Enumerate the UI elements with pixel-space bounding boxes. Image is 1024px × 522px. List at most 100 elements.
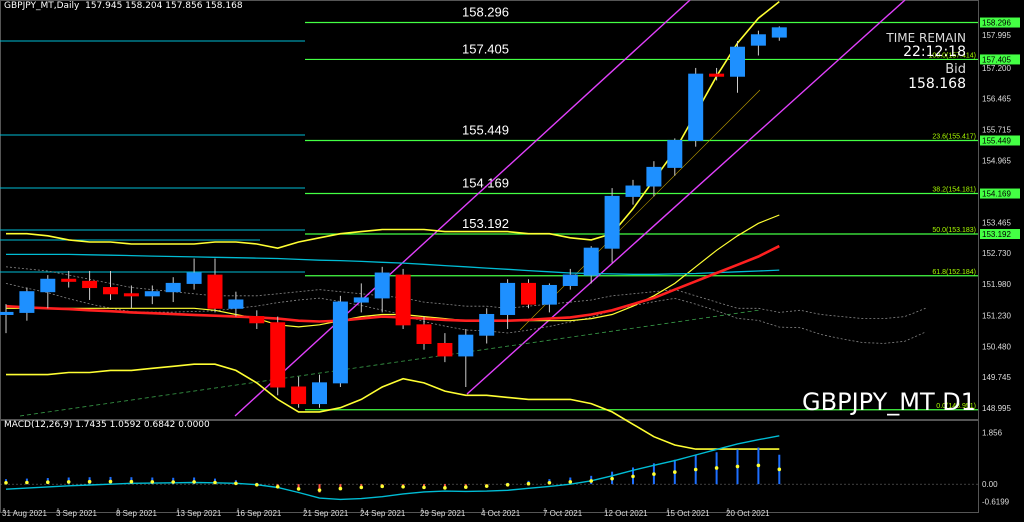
candle-body <box>500 282 516 315</box>
y-tick-label: 148.995 <box>982 404 1011 413</box>
macd-dot <box>652 472 656 476</box>
macd-dot <box>87 479 92 484</box>
macd-y-tick: 1.856 <box>982 429 1003 438</box>
x-tick-label: 16 Sep 2021 <box>236 509 282 518</box>
macd-dot <box>673 470 677 474</box>
macd-dot <box>338 486 343 491</box>
macd-dot <box>464 485 468 489</box>
macd-label: MACD(12,26,9) 1.7435 1.0592 0.6842 0.000… <box>4 420 210 430</box>
fib-label: 50.0(153.183) <box>932 227 976 234</box>
x-tick-label: 7 Oct 2021 <box>543 509 583 518</box>
macd-dot <box>359 485 364 490</box>
macd-dot <box>108 479 113 484</box>
macd-dot <box>254 482 259 487</box>
channel-lower <box>466 0 906 395</box>
macd-y-tick: 0.00 <box>982 480 998 489</box>
candle-body <box>541 284 557 305</box>
candle-body <box>395 274 411 326</box>
x-tick-label: 4 Oct 2021 <box>481 509 521 518</box>
macd-dot <box>631 474 635 479</box>
trend-thin-gold <box>519 89 761 331</box>
candle-body <box>667 139 683 168</box>
macd-dot <box>484 484 489 488</box>
cloud-upper <box>5 266 926 320</box>
chart-header: GBPJPY_MT,Daily 157.945 158.204 157.856 … <box>4 1 243 11</box>
macd-dot <box>150 480 155 484</box>
y-tick-label: 157.995 <box>982 31 1011 40</box>
level-label: 157.405 <box>462 41 509 56</box>
y-tick-label: 154.965 <box>982 157 1011 166</box>
candle-body <box>730 46 745 77</box>
bollinger-lower <box>6 363 780 450</box>
macd-dot <box>129 479 134 484</box>
candle-body <box>103 287 118 295</box>
level-label: 155.449 <box>462 122 509 137</box>
macd-dot <box>66 480 71 484</box>
candle-body <box>771 27 787 38</box>
candle-body <box>123 293 139 297</box>
macd-dot <box>547 481 552 485</box>
macd-dot <box>568 480 573 484</box>
macd-dot <box>4 481 8 485</box>
x-tick-label: 15 Oct 2021 <box>666 509 710 518</box>
price-tag: 153.192 <box>982 230 1011 239</box>
cloud-lower <box>5 283 926 344</box>
candle-body <box>82 280 98 289</box>
price-tag: 158.296 <box>982 19 1011 28</box>
macd-dot <box>422 485 426 490</box>
y-tick-label: 155.715 <box>982 125 1011 134</box>
trend-dashed-green <box>19 309 761 417</box>
candle-body <box>353 297 369 303</box>
fib-label: 61.8(152.184) <box>932 269 976 276</box>
price-tag: 155.449 <box>982 136 1011 145</box>
macd-dot <box>443 486 447 490</box>
candle-body <box>604 195 620 249</box>
fib-label: 23.6(155.417) <box>932 133 976 140</box>
x-tick-label: 8 Sep 2021 <box>116 509 157 518</box>
candle-body <box>144 291 160 297</box>
fib-label: 100.0(157.414) <box>929 52 976 59</box>
candle-body <box>165 282 181 293</box>
y-tick-label: 152.730 <box>982 249 1011 258</box>
candle-body <box>479 313 495 336</box>
macd-dot <box>192 480 196 484</box>
y-tick-label: 150.480 <box>982 342 1011 351</box>
candle-body <box>332 301 348 384</box>
candle-body <box>562 274 578 286</box>
price-tag-bg <box>980 188 1020 199</box>
candle-body <box>521 282 536 305</box>
y-tick-label: 157.200 <box>982 64 1011 73</box>
level-label: 153.192 <box>462 216 509 231</box>
x-tick-label: 3 Sep 2021 <box>56 509 97 518</box>
macd-dot <box>317 488 322 492</box>
x-tick-label: 31 Aug 2021 <box>2 509 47 518</box>
macd-dot <box>171 480 175 484</box>
main-pane-border <box>0 0 979 420</box>
candle-body <box>0 311 14 315</box>
macd-dot <box>25 480 29 485</box>
candle-body <box>625 185 641 197</box>
y-tick-label: 156.465 <box>982 94 1011 103</box>
y-tick-label: 151.980 <box>982 280 1011 289</box>
bid-label: Bid <box>945 62 966 77</box>
macd-dot <box>777 467 782 472</box>
macd-dot <box>380 484 385 489</box>
countdown-value: 22:12:18 <box>903 44 966 60</box>
candle-body <box>646 166 662 187</box>
price-tag-bg <box>980 17 1020 28</box>
candle-body <box>207 274 223 309</box>
x-tick-label: 21 Sep 2021 <box>303 509 349 518</box>
x-tick-label: 13 Sep 2021 <box>176 509 222 518</box>
price-tag: 157.405 <box>982 55 1011 64</box>
x-tick-label: 12 Oct 2021 <box>604 509 648 518</box>
candle-body <box>750 34 766 46</box>
candle-body <box>374 272 390 299</box>
time-remain-label: TIME REMAIN <box>886 31 966 45</box>
candle-body <box>19 291 35 313</box>
macd-dot <box>213 480 217 485</box>
candle-body <box>249 316 265 324</box>
level-label: 154.169 <box>462 176 509 191</box>
fib-label: 0.0(148.951) <box>936 403 976 410</box>
